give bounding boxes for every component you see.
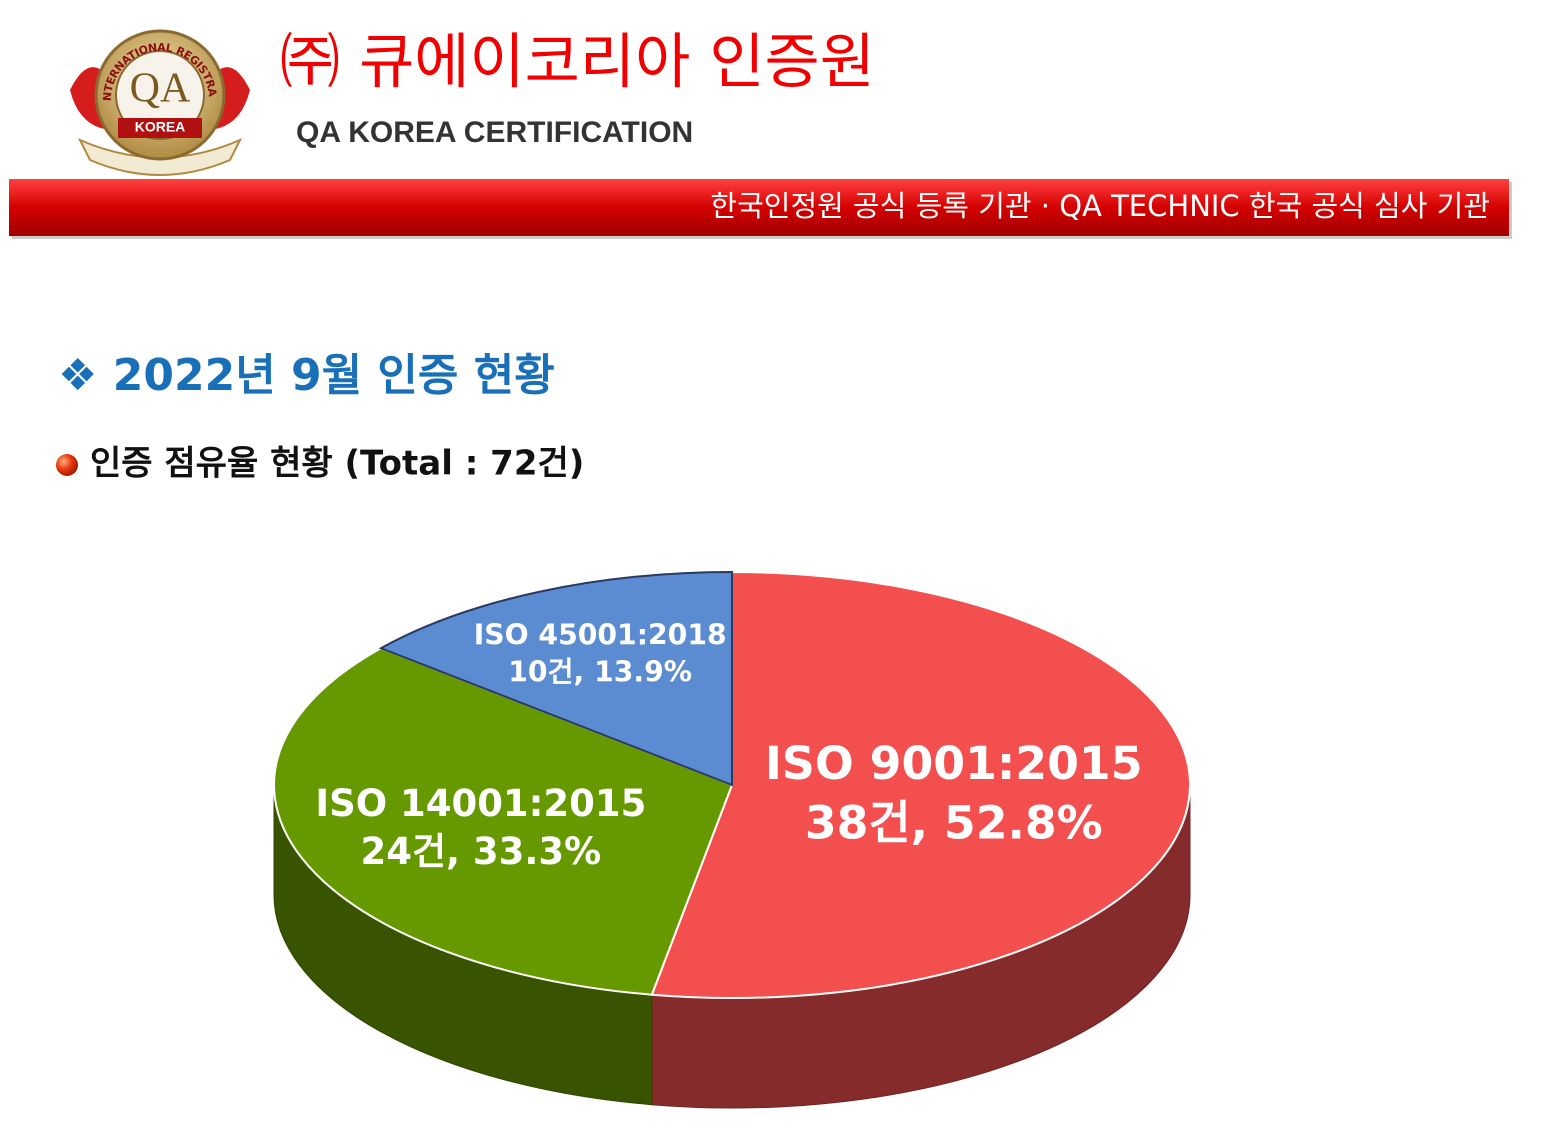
- slice-category-label: ISO 45001:2018: [474, 619, 727, 652]
- logo-banner: KOREA: [135, 119, 186, 135]
- header-title: ㈜ 큐에이코리아 인증원: [280, 28, 875, 98]
- slice-value-label: 10건, 13.9%: [508, 655, 692, 688]
- pie-slice: [273, 647, 734, 996]
- banner: [9, 179, 1509, 236]
- slice-value-label: 24건, 33.3%: [361, 830, 602, 873]
- bullet: [56, 454, 78, 476]
- banner-text: 한국인정원 공식 등록 기관 · QA TECHNIC 한국 공식 심사 기관: [710, 189, 1490, 223]
- chart-title: 인증 점유율 현황 (Total : 72건): [90, 444, 584, 484]
- header-subtitle: QA KOREA CERTIFICATION: [296, 116, 693, 149]
- slice-category-label: ISO 14001:2015: [315, 782, 646, 825]
- pie-slice: [650, 570, 1191, 999]
- logo-mark: QA: [130, 66, 191, 112]
- slice-category-label: ISO 9001:2015: [765, 737, 1143, 790]
- pie-slice: [378, 570, 733, 787]
- pie-chart: ISO 9001:2015 38건, 52.8% ISO 14001:2015 24건…: [273, 570, 1191, 1109]
- section-title: ❖ 2022년 9월 인증 현황: [58, 350, 555, 401]
- slice-value-label: 38건, 52.8%: [805, 797, 1103, 850]
- logo: INTERNATIONAL REGISTRAR QA KOREA: [0, 0, 250, 176]
